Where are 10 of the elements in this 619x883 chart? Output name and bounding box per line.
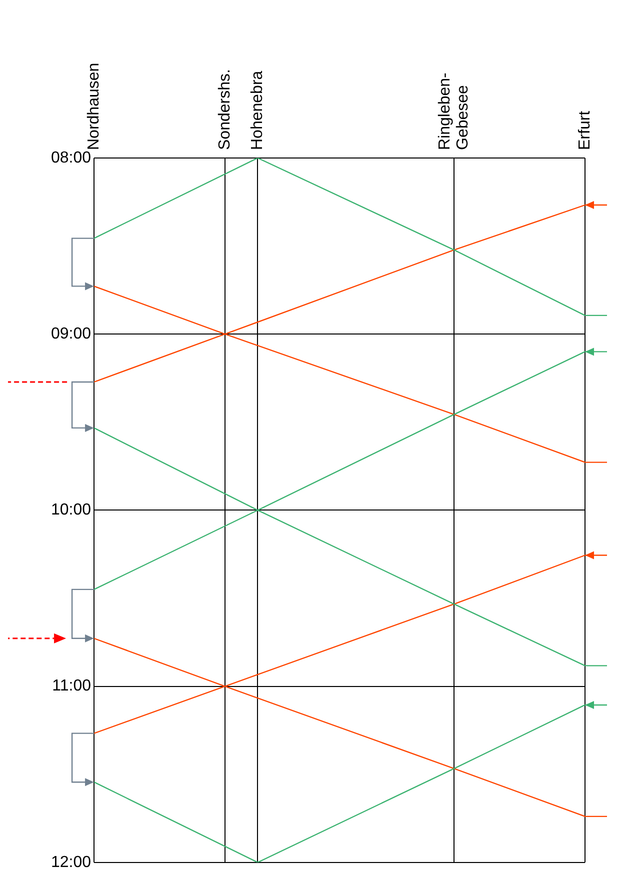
- x-tick-label: Sondershs.: [216, 69, 234, 150]
- x-tick-label: Hohenebra: [249, 70, 266, 150]
- y-tick-label: 12:00: [50, 854, 92, 871]
- y-tick-label: 09:00: [50, 326, 92, 343]
- x-tick-label: Erfurt: [576, 110, 594, 150]
- x-tick-label: Ringleben-Gebesee: [436, 72, 472, 150]
- y-tick-label: 10:00: [50, 502, 92, 519]
- y-tick-label: 11:00: [52, 678, 92, 695]
- x-tick-label: Nordhausen: [85, 62, 102, 150]
- y-tick-label: 08:00: [50, 149, 92, 166]
